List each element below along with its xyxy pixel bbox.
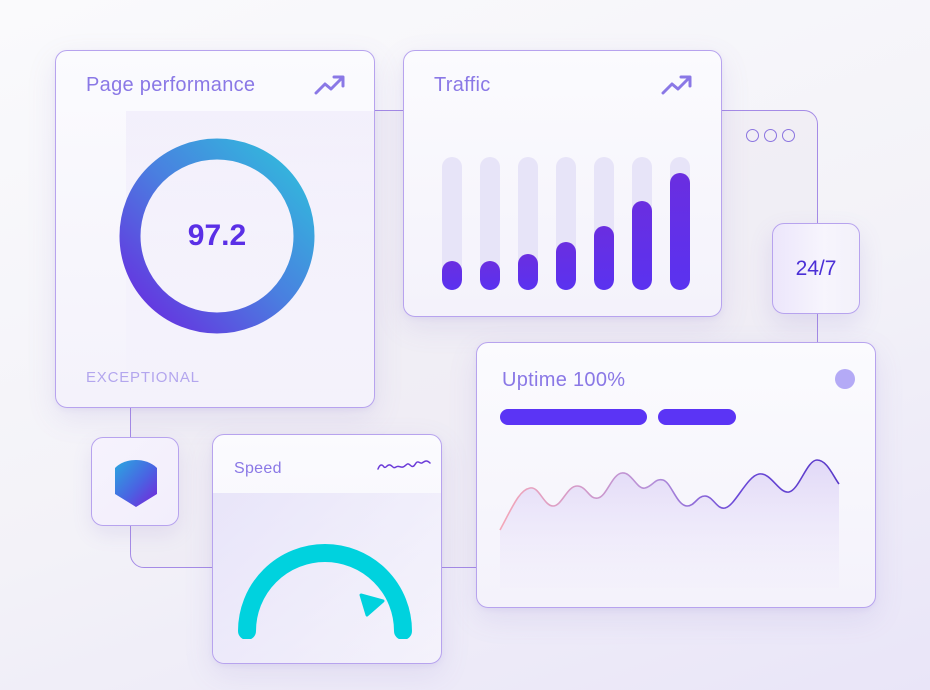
traffic-bar-fill	[632, 200, 652, 290]
traffic-bar	[632, 157, 652, 290]
traffic-bar	[518, 157, 538, 290]
circle-icon[interactable]	[764, 129, 777, 142]
security-tile	[91, 437, 179, 526]
speed-gauge	[238, 544, 412, 639]
shield-icon	[115, 460, 157, 507]
squiggle-line-icon	[377, 460, 431, 470]
traffic-bar-chart	[442, 157, 690, 290]
traffic-bar-fill	[670, 172, 690, 290]
traffic-bar-fill	[442, 260, 462, 290]
trending-up-icon	[661, 75, 692, 95]
traffic-bar-fill	[556, 242, 576, 290]
performance-ring	[119, 138, 315, 334]
traffic-bar-fill	[480, 260, 500, 290]
traffic-bar	[556, 157, 576, 290]
circle-icon[interactable]	[746, 129, 759, 142]
traffic-card: Traffic	[403, 50, 722, 317]
speed-card: Speed	[212, 434, 442, 664]
uptime-line-chart	[499, 459, 840, 588]
traffic-bar	[594, 157, 614, 290]
traffic-bar	[480, 157, 500, 290]
gauge-needle-icon	[359, 593, 385, 617]
availability-badge: 24/7	[772, 223, 860, 314]
page-performance-card: Page performance 97.2 EXCEPTIONAL	[55, 50, 375, 408]
performance-score: 97.2	[187, 219, 247, 252]
status-dot-icon	[835, 369, 855, 389]
trending-up-icon	[314, 75, 345, 95]
traffic-bar-fill	[518, 254, 538, 290]
circle-icon[interactable]	[782, 129, 795, 142]
window-controls	[746, 129, 795, 142]
traffic-title: Traffic	[434, 74, 491, 96]
page-performance-title: Page performance	[86, 74, 256, 96]
traffic-bar	[670, 157, 690, 290]
uptime-bar-secondary	[658, 409, 736, 425]
speed-title: Speed	[234, 460, 282, 477]
traffic-bar-fill	[594, 226, 614, 290]
uptime-bar-primary	[500, 409, 647, 425]
traffic-bar	[442, 157, 462, 290]
uptime-title: Uptime 100%	[502, 369, 626, 391]
uptime-card: Uptime 100%	[476, 342, 876, 608]
performance-rating-label: EXCEPTIONAL	[86, 369, 200, 386]
